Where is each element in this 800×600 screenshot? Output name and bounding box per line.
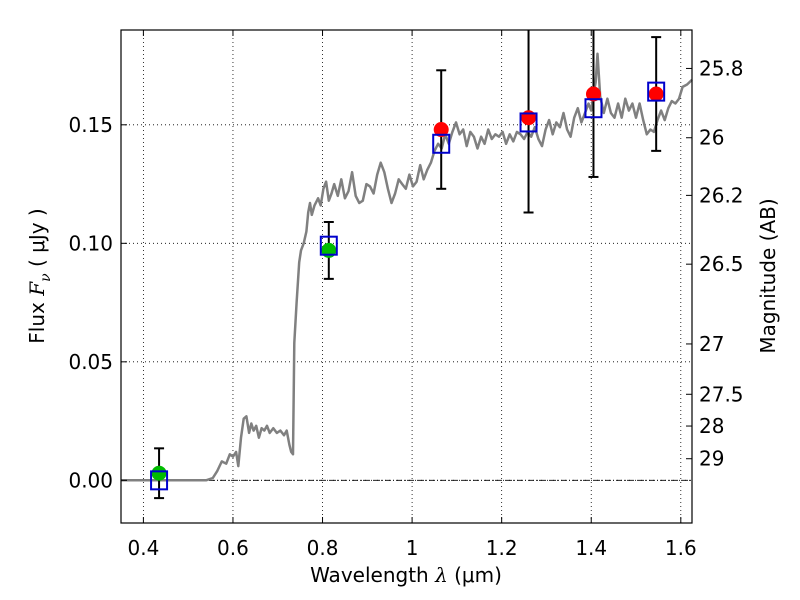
observed-point [585,86,601,102]
synthetic-point-box [519,112,538,133]
synthetic-photometry-boxes [150,81,666,491]
observed-point [433,122,449,138]
synthetic-point-box [647,81,666,102]
observed-point [648,86,664,102]
observed-point [151,465,167,481]
y2-tick-label: 28 [699,414,724,438]
synthetic-point-box [584,98,603,119]
y2-tick-label: 26.5 [699,252,744,276]
y-tick-label: 0.15 [68,113,113,137]
y-tick-label: 0.05 [68,350,113,374]
y2-axis-label: Magnitude (AB) [756,198,780,353]
y2-tick-label: 29 [699,447,724,471]
x-tick-label: 0.8 [307,536,339,560]
y2-tick-label: 27 [699,332,724,356]
y-axis-ticks: 0.00 0.05 0.10 0.15 [68,113,127,492]
x-axis-label: Wavelength λ (μm) [310,563,502,587]
y-tick-label: 0.10 [68,231,113,255]
synthetic-point-box [432,133,451,154]
y2-tick-label: 27.5 [699,382,744,406]
plot-frame [120,29,693,524]
x-tick-label: 1.4 [575,536,607,560]
synthetic-point-box [319,235,338,256]
y-tick-label: 0.00 [68,468,113,492]
y2-tick-label: 26 [699,126,724,150]
x-tick-label: 1 [406,536,419,560]
x-axis-ticks: 0.4 0.6 0.8 1 1.2 1.4 1.6 [127,30,697,560]
y2-axis-ticks: 25.8 26 26.2 26.5 27 27.5 28 29 [686,56,744,471]
y-axis-label: Flux Fν ( μJy ) [25,208,54,343]
x-tick-label: 1.2 [486,536,518,560]
x-tick-label: 0.6 [217,536,249,560]
model-spectrum-line [121,52,693,482]
x-tick-label: 0.4 [127,536,159,560]
observed-points [151,86,664,481]
y2-tick-label: 26.2 [699,183,744,207]
y2-tick-label: 25.8 [699,56,744,80]
synthetic-point-box [150,470,169,491]
x-tick-label: 1.6 [665,536,697,560]
